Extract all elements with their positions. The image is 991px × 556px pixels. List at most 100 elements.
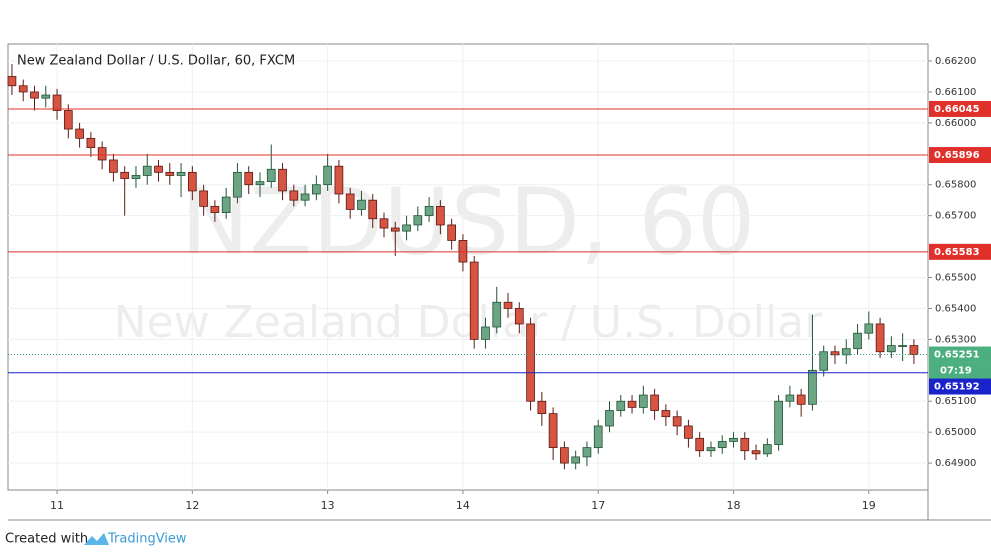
candle-body xyxy=(548,413,558,449)
candle-body xyxy=(469,261,479,340)
candle-body xyxy=(75,128,84,139)
candle-body xyxy=(41,94,51,99)
x-tick-label: 17 xyxy=(591,499,605,512)
candle-body xyxy=(616,400,626,411)
candle-body xyxy=(661,410,671,418)
candle-body xyxy=(63,110,73,130)
candle-body xyxy=(593,425,603,449)
candle-body xyxy=(841,348,851,356)
y-tick-label: 0.66100 xyxy=(935,87,976,98)
candle-body xyxy=(233,171,242,198)
level-label-group: 0.65896 xyxy=(929,147,991,164)
candle-body xyxy=(266,168,276,183)
candle-body xyxy=(774,400,783,445)
candle-body xyxy=(154,165,163,173)
level-label-bg xyxy=(929,378,991,395)
candle-body xyxy=(481,326,490,340)
y-tick-label: 0.65800 xyxy=(935,180,976,191)
last-price-label-bg xyxy=(929,346,991,363)
level-label-group: 0.66045 xyxy=(929,100,991,117)
candle-body xyxy=(413,215,423,226)
candle-body xyxy=(762,444,772,455)
candle-body xyxy=(255,181,265,186)
candle-body xyxy=(830,351,840,356)
candle-body xyxy=(334,165,344,195)
countdown: 07:19 xyxy=(940,366,972,377)
candle-body xyxy=(684,425,693,439)
y-tick-label: 0.64900 xyxy=(935,458,976,469)
x-tick-label: 19 xyxy=(862,499,876,512)
y-tick-label: 0.65100 xyxy=(935,396,976,407)
candle-body xyxy=(7,76,17,87)
candle-body xyxy=(323,165,332,186)
candle-body xyxy=(447,224,456,241)
candle-body xyxy=(86,137,96,149)
watermark-description: New Zealand Dollar / U.S. Dollar xyxy=(114,297,824,348)
candle-body xyxy=(278,168,287,192)
candle-body xyxy=(796,394,806,405)
candle-body xyxy=(357,199,366,210)
candle-body xyxy=(244,171,254,186)
y-tick-label: 0.65000 xyxy=(935,427,976,438)
candle-body xyxy=(390,227,400,232)
last-price-label-group: 0.65251 07:19 xyxy=(929,346,991,379)
y-tick-label: 0.65500 xyxy=(935,273,976,284)
candle-body xyxy=(379,218,389,229)
level-label-bg xyxy=(929,243,991,260)
candle-body xyxy=(864,323,874,334)
candle-body xyxy=(808,369,817,405)
candle-body xyxy=(605,410,614,427)
level-label-group: 0.65583 xyxy=(929,243,991,260)
candle-body xyxy=(345,193,355,210)
candle-body xyxy=(18,85,28,93)
y-tick-label: 0.66200 xyxy=(935,56,976,67)
candle-body xyxy=(120,171,130,179)
candle-body xyxy=(695,437,705,452)
tradingview-logo xyxy=(84,533,109,545)
candle-body xyxy=(30,91,39,99)
x-tick-label: 18 xyxy=(727,499,741,512)
candle-body xyxy=(909,345,919,355)
footer-brand[interactable]: TradingView xyxy=(107,532,187,547)
candle-body xyxy=(312,184,321,195)
candle-body xyxy=(672,416,682,427)
level-label: 0.66045 xyxy=(934,104,980,115)
candle-body xyxy=(165,171,175,176)
candle-body xyxy=(853,332,862,350)
level-label-bg xyxy=(929,100,991,117)
candle-body xyxy=(571,456,581,464)
candle-body xyxy=(176,171,186,176)
candle-body xyxy=(402,224,411,232)
x-tick-label: 13 xyxy=(321,499,335,512)
candle-body xyxy=(131,175,141,179)
level-label-bg xyxy=(929,147,991,164)
candle-body xyxy=(717,441,727,449)
candle-body xyxy=(300,193,310,201)
candle-body xyxy=(537,400,547,415)
y-tick-label: 0.66000 xyxy=(935,118,976,129)
level-label: 0.65583 xyxy=(934,247,980,258)
candle-body xyxy=(875,323,885,353)
candle-body xyxy=(221,196,231,213)
candle-body xyxy=(582,447,592,458)
candle-body xyxy=(187,171,197,192)
y-tick-label: 0.65300 xyxy=(935,334,976,345)
candle-body xyxy=(650,394,659,411)
candle-body xyxy=(740,437,750,452)
candle-body xyxy=(560,447,569,464)
candle-body xyxy=(97,147,107,161)
candle-body xyxy=(210,205,220,213)
candle-body xyxy=(199,190,208,207)
candle-body xyxy=(503,301,513,309)
candle-body xyxy=(638,394,648,408)
watermark-symbol: NZDUSD, 60 xyxy=(181,168,756,275)
last-price-label: 0.65251 xyxy=(934,350,980,361)
candle-body xyxy=(706,447,716,452)
y-tick-label: 0.65400 xyxy=(935,303,976,314)
candle-body xyxy=(492,301,502,328)
marks xyxy=(7,44,928,490)
x-tick-label: 12 xyxy=(185,499,199,512)
candle-body xyxy=(368,199,378,220)
footer-text: Created with xyxy=(5,532,88,547)
